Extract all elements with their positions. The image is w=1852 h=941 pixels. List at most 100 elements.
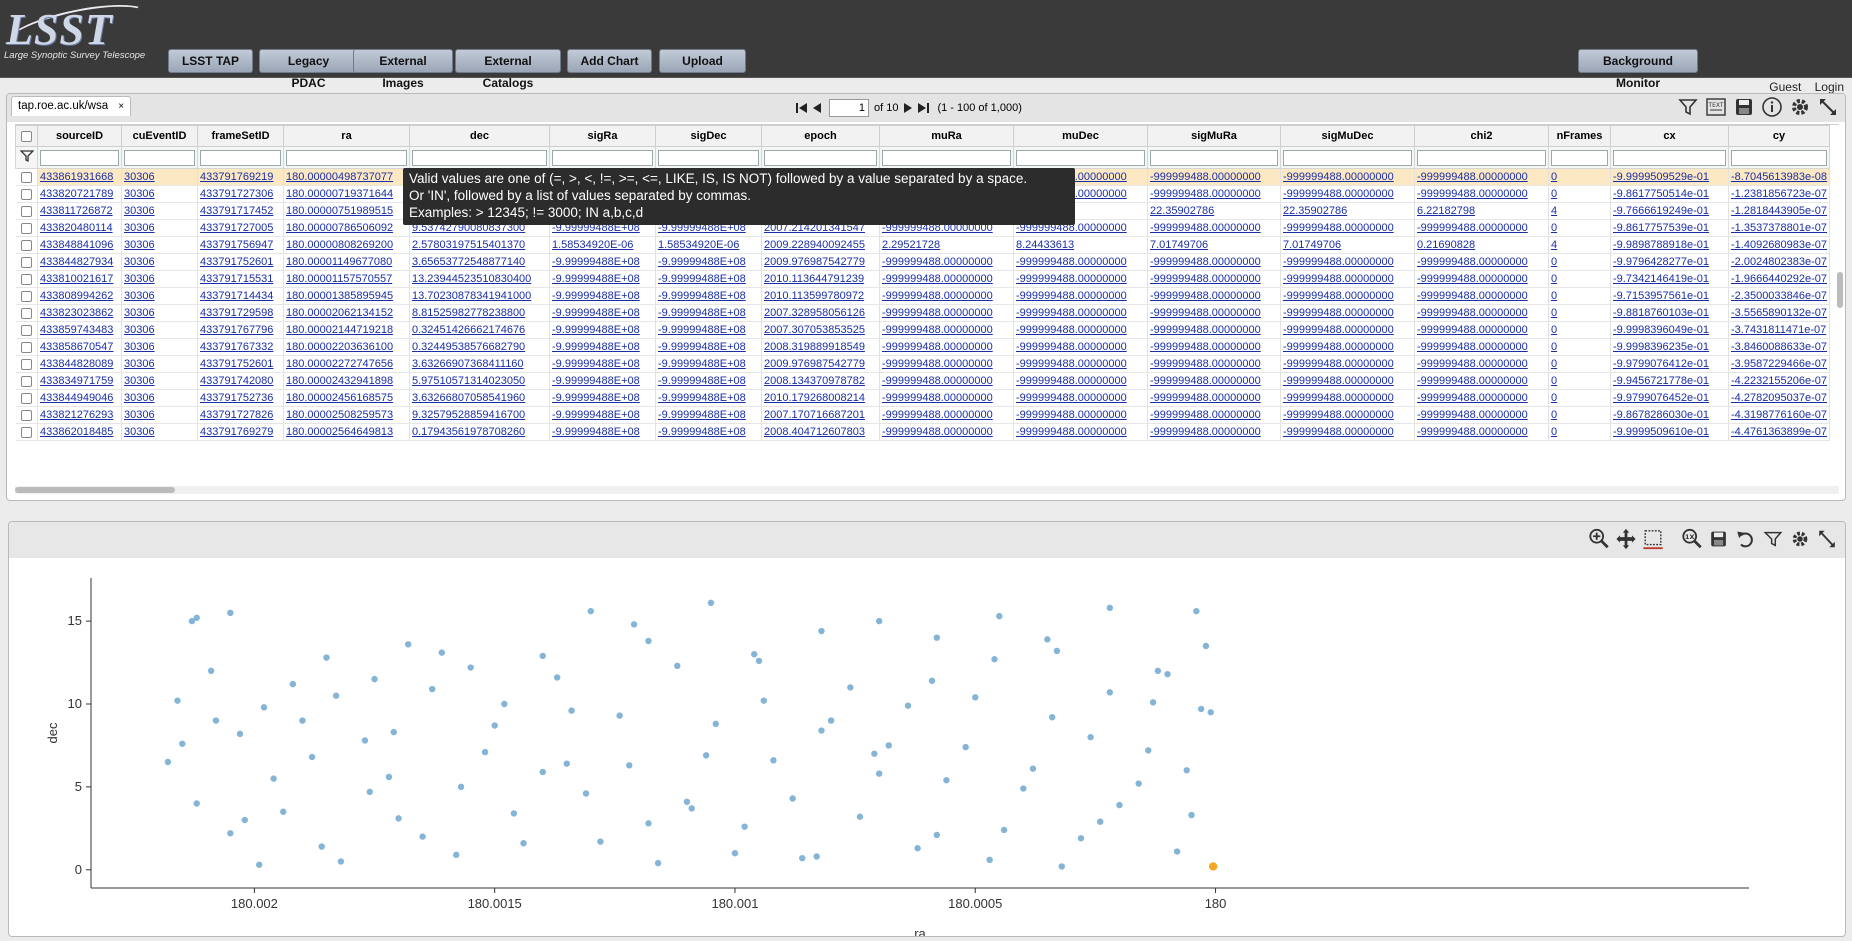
filter-input-frameSetID[interactable] xyxy=(200,149,281,166)
cell-link[interactable]: -4.4761363899e-07 xyxy=(1731,426,1828,438)
cell-link[interactable]: -999999488.00000000 xyxy=(1150,409,1261,421)
cell-link[interactable]: 0.21690828 xyxy=(1417,239,1476,251)
filter-input-cuEventID[interactable] xyxy=(124,149,195,166)
cell-link[interactable]: -9.99999488E+08 xyxy=(658,273,746,285)
filter-input-muRa[interactable] xyxy=(882,149,1011,166)
cell-link[interactable]: -3.9587229466e-07 xyxy=(1731,358,1828,370)
cell-link[interactable]: -9.8617757539e-01 xyxy=(1613,222,1710,234)
cell-link[interactable]: -9.99999488E+08 xyxy=(552,222,640,234)
cell-link[interactable]: -999999488.00000000 xyxy=(1016,324,1127,336)
cell-link[interactable]: -9.99999488E+08 xyxy=(658,222,746,234)
cell-link[interactable]: 180.00001157570557 xyxy=(286,273,393,285)
filter-input-ra[interactable] xyxy=(286,149,407,166)
filter-input-cx[interactable] xyxy=(1613,149,1726,166)
row-checkbox[interactable] xyxy=(20,171,32,183)
filter-input-sigDec[interactable] xyxy=(658,149,759,166)
row-checkbox[interactable] xyxy=(20,375,32,387)
cell-link[interactable]: 1.58534920E-06 xyxy=(658,239,740,251)
cell-link[interactable]: -999999488.00000000 xyxy=(1417,375,1528,387)
cell-link[interactable]: 7.01749706 xyxy=(1150,239,1209,251)
column-header-cy[interactable]: cy xyxy=(1727,125,1831,147)
pan-icon[interactable] xyxy=(1615,528,1638,552)
cell-link[interactable]: -999999488.00000000 xyxy=(1283,171,1394,183)
cell-link[interactable]: -9.99999488E+08 xyxy=(552,341,640,353)
cell-link[interactable]: -9.8818760103e-01 xyxy=(1613,307,1710,319)
column-header-sourceID[interactable]: sourceID xyxy=(37,125,122,147)
cell-link[interactable]: 1.58534920E-06 xyxy=(552,239,634,251)
cell-link[interactable]: -999999488.00000000 xyxy=(1016,341,1127,353)
cell-link[interactable]: 6.22182798 xyxy=(1417,205,1476,217)
cell-link[interactable]: 180.00002456168575 xyxy=(286,392,394,404)
cell-link[interactable]: -1.9666440292e-07 xyxy=(1731,273,1828,285)
cell-link[interactable]: -999999488.00000000 xyxy=(1283,409,1394,421)
cell-link[interactable]: 4 xyxy=(1551,239,1558,251)
row-checkbox[interactable] xyxy=(20,290,32,302)
cell-link[interactable]: 8.24433613 xyxy=(1016,239,1075,251)
column-header-chi2[interactable]: chi2 xyxy=(1414,125,1549,147)
cell-link[interactable]: -9.7666619249e-01 xyxy=(1613,205,1710,217)
cell-link[interactable]: 2.29521728 xyxy=(882,239,941,251)
cell-link[interactable]: 433791752601 xyxy=(200,256,274,268)
cell-link[interactable]: -999999488.00000000 xyxy=(1283,375,1394,387)
cell-link[interactable]: -9.99999488E+08 xyxy=(552,375,640,387)
lsst-tap-button[interactable]: LSST TAP xyxy=(168,49,253,73)
cell-link[interactable]: -9.99999488E+08 xyxy=(552,392,640,404)
prev-page-icon[interactable] xyxy=(811,101,824,115)
cell-link[interactable]: 0.32451426662174676 xyxy=(412,324,526,336)
cell-link[interactable]: 2008.404712607803 xyxy=(764,426,865,438)
cell-link[interactable]: -999999488.00000000 xyxy=(1283,256,1394,268)
cell-link[interactable]: -9.7153957561e-01 xyxy=(1613,290,1710,302)
cell-link[interactable]: -999999488.00000000 xyxy=(1417,290,1528,302)
cell-link[interactable]: -9.99999488E+08 xyxy=(658,409,746,421)
cell-link[interactable]: -9.99999488E+08 xyxy=(552,358,640,370)
column-header-cuEventID[interactable]: cuEventID xyxy=(121,125,198,147)
cell-link[interactable]: -9.99999488E+08 xyxy=(552,307,640,319)
cell-link[interactable]: 433791727005 xyxy=(200,222,274,234)
table-row[interactable]: 433834971759 30306 433791742080 180.0000243… xyxy=(15,372,1831,390)
cell-link[interactable]: 9.32579528859416700 xyxy=(412,409,526,421)
column-header-sigMuDec[interactable]: sigMuDec xyxy=(1280,125,1415,147)
cell-link[interactable]: 433791752601 xyxy=(200,358,274,370)
cell-link[interactable]: 30306 xyxy=(124,341,155,353)
settings-icon[interactable] xyxy=(1789,96,1811,118)
cell-link[interactable]: 180.00002144719218 xyxy=(286,324,394,336)
cell-link[interactable]: -9.99999488E+08 xyxy=(658,392,746,404)
filter-icon[interactable] xyxy=(1762,528,1785,552)
cell-link[interactable]: 13.70230878341941000 xyxy=(412,290,532,302)
cell-link[interactable]: -9.8617750514e-01 xyxy=(1613,188,1710,200)
cell-link[interactable]: 30306 xyxy=(124,426,155,438)
cell-link[interactable]: 433858670547 xyxy=(40,341,114,353)
add-chart-button[interactable]: Add Chart xyxy=(567,49,652,73)
cell-link[interactable]: 2007.214201341547 xyxy=(764,222,865,234)
cell-link[interactable]: -999999488.00000000 xyxy=(1283,324,1394,336)
cell-link[interactable]: 2010.113644791239 xyxy=(764,273,865,285)
table-row[interactable]: 433848841096 30306 433791756947 180.0000080… xyxy=(15,236,1831,254)
cell-link[interactable]: 0 xyxy=(1551,392,1558,404)
external-images-button[interactable]: External Images xyxy=(353,49,453,90)
column-header-sigRa[interactable]: sigRa xyxy=(549,125,656,147)
cell-link[interactable]: -3.8460088633e-07 xyxy=(1731,341,1828,353)
row-checkbox[interactable] xyxy=(20,307,32,319)
row-checkbox[interactable] xyxy=(20,239,32,251)
cell-link[interactable]: 2.57803197515401370 xyxy=(412,239,526,251)
filter-input-epoch[interactable] xyxy=(764,149,877,166)
table-row[interactable]: 433844827934 30306 433791752601 180.0000114… xyxy=(15,253,1831,271)
cell-link[interactable]: 433791717452 xyxy=(200,205,274,217)
filter-input-sigRa[interactable] xyxy=(552,149,653,166)
column-header-sigMuRa[interactable]: sigMuRa xyxy=(1147,125,1281,147)
cell-link[interactable]: 180.00000786506092 xyxy=(286,222,394,234)
row-checkbox[interactable] xyxy=(20,324,32,336)
cell-link[interactable]: 0 xyxy=(1551,358,1558,370)
table-row[interactable]: 433858670547 30306 433791767332 180.0000220… xyxy=(15,338,1831,356)
cell-link[interactable]: -9.99999488E+08 xyxy=(658,341,746,353)
cell-link[interactable]: 8.81525982778238800 xyxy=(412,307,526,319)
cell-link[interactable]: -9.99999488E+08 xyxy=(658,307,746,319)
row-checkbox[interactable] xyxy=(20,188,32,200)
cell-link[interactable]: -4.3198776160e-07 xyxy=(1731,409,1828,421)
cell-link[interactable]: -999999488.00000000 xyxy=(1283,273,1394,285)
cell-link[interactable]: -999999488.00000000 xyxy=(1150,290,1261,302)
cell-link[interactable]: 433820480114 xyxy=(40,222,113,234)
table-row[interactable]: 433862018485 30306 433791769279 180.0000256… xyxy=(15,423,1831,441)
cell-link[interactable]: -999999488.00000000 xyxy=(1417,341,1528,353)
cell-link[interactable]: -9.99999488E+08 xyxy=(658,375,746,387)
